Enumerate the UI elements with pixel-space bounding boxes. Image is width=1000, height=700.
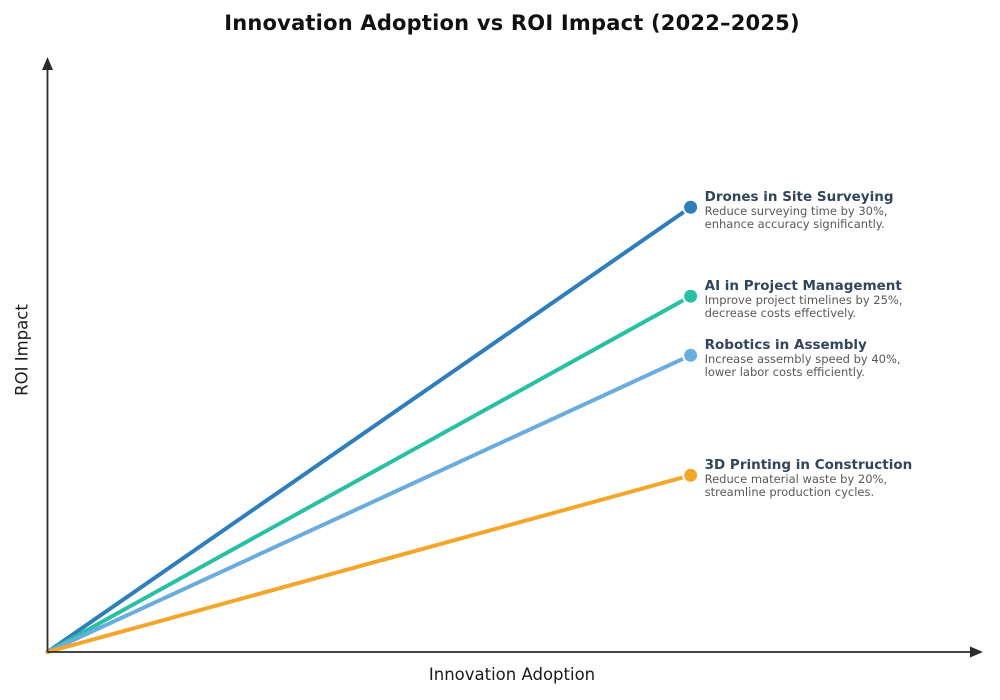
- x-axis-label: Innovation Adoption: [428, 665, 596, 684]
- series-line-0: [45, 205, 693, 654]
- series-line-1: [45, 294, 693, 654]
- y-axis-label: ROI Impact: [12, 304, 32, 396]
- series-label-2: Robotics in Assembly Increase assembly s…: [705, 337, 975, 379]
- series-desc-line2: decrease costs effectively.: [704, 306, 857, 321]
- series-dot-3: [682, 466, 700, 484]
- series-desc-line2: lower labor costs efficiently.: [704, 365, 865, 380]
- series-dot-2: [682, 346, 700, 364]
- series-title: Drones in Site Surveying: [704, 189, 894, 206]
- series-desc-line2: streamline production cycles.: [704, 485, 875, 500]
- series-line-2: [45, 353, 693, 654]
- series-dot-0: [682, 198, 700, 216]
- series-desc-line2: enhance accuracy significantly.: [704, 217, 885, 232]
- series-line-3: [45, 473, 693, 654]
- series-label-1: AI in Project Management Improve project…: [705, 278, 975, 320]
- series-label-0: Drones in Site Surveying Reduce surveyin…: [705, 189, 975, 231]
- series-desc-line1: Reduce surveying time by 30%,: [704, 204, 888, 219]
- series-label-3: 3D Printing in Construction Reduce mater…: [705, 457, 975, 499]
- series-desc-line1: Improve project timelines by 25%,: [704, 293, 903, 308]
- series-desc-line1: Reduce material waste by 20%,: [704, 472, 888, 487]
- series-title: AI in Project Management: [704, 278, 902, 295]
- series-dot-1: [682, 287, 700, 305]
- series-title: Robotics in Assembly: [704, 337, 867, 354]
- series-title: 3D Printing in Construction: [704, 457, 913, 474]
- chart-title: Innovation Adoption vs ROI Impact (2022–…: [224, 11, 800, 35]
- series-desc-line1: Increase assembly speed by 40%,: [704, 352, 901, 367]
- series-layer: [45, 198, 700, 654]
